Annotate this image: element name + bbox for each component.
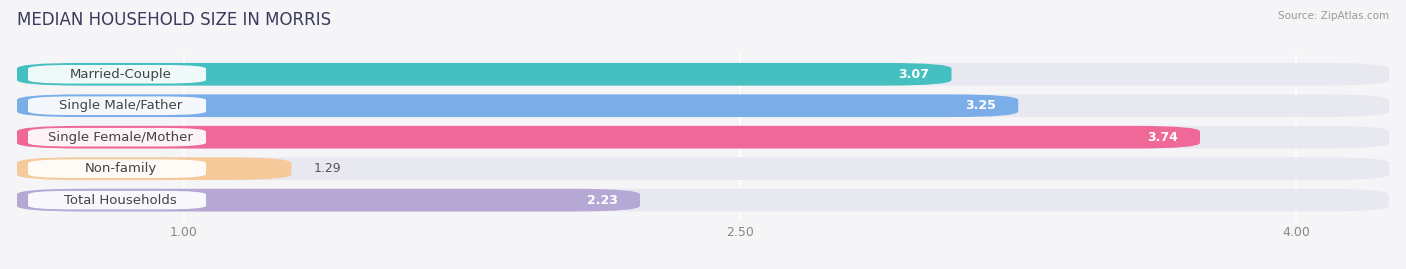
FancyBboxPatch shape [17,63,1389,86]
Text: 3.07: 3.07 [898,68,929,81]
Text: 2.23: 2.23 [586,194,617,207]
FancyBboxPatch shape [17,189,1389,211]
FancyBboxPatch shape [17,157,1389,180]
Text: Single Female/Mother: Single Female/Mother [48,131,193,144]
Text: Married-Couple: Married-Couple [70,68,172,81]
FancyBboxPatch shape [17,126,1389,148]
Text: Non-family: Non-family [84,162,157,175]
FancyBboxPatch shape [17,63,952,86]
Text: 1.29: 1.29 [314,162,342,175]
FancyBboxPatch shape [28,159,207,178]
FancyBboxPatch shape [28,128,207,147]
FancyBboxPatch shape [17,94,1389,117]
Text: Source: ZipAtlas.com: Source: ZipAtlas.com [1278,11,1389,21]
FancyBboxPatch shape [17,157,291,180]
Text: 3.25: 3.25 [965,99,995,112]
FancyBboxPatch shape [28,191,207,209]
Text: Total Households: Total Households [65,194,177,207]
FancyBboxPatch shape [17,189,640,211]
Text: Single Male/Father: Single Male/Father [59,99,183,112]
FancyBboxPatch shape [17,94,1018,117]
FancyBboxPatch shape [17,126,1199,148]
Text: 3.74: 3.74 [1147,131,1178,144]
FancyBboxPatch shape [28,96,207,115]
FancyBboxPatch shape [28,65,207,84]
Text: MEDIAN HOUSEHOLD SIZE IN MORRIS: MEDIAN HOUSEHOLD SIZE IN MORRIS [17,11,330,29]
